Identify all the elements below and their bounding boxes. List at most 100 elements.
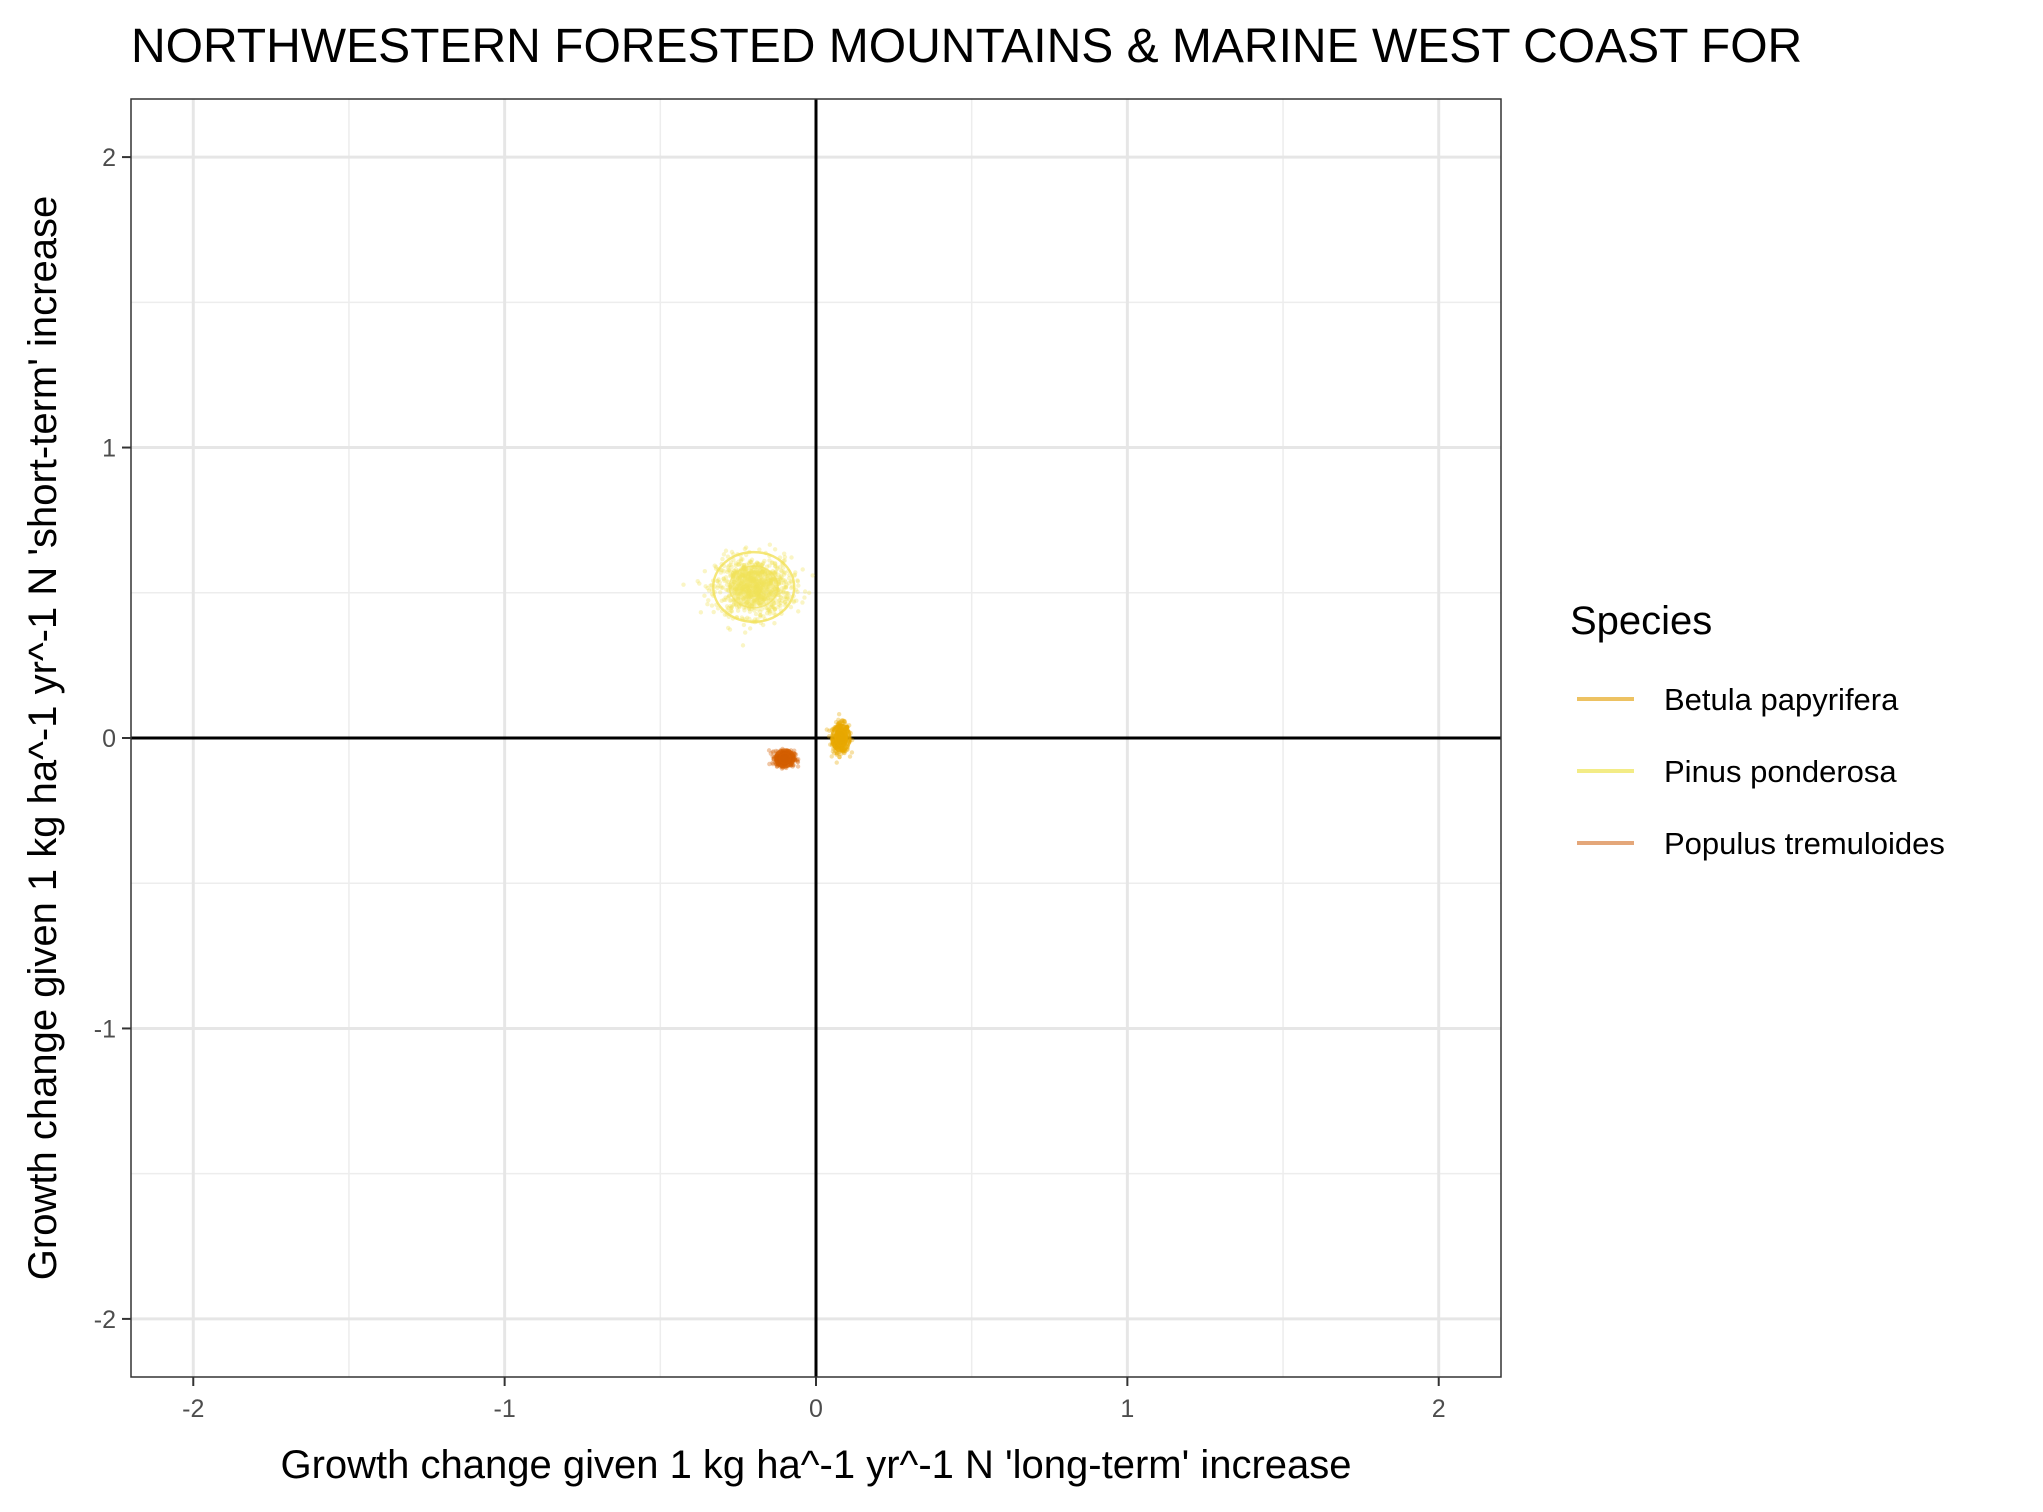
data-point [782,758,787,764]
data-point [770,604,776,610]
data-point [762,591,767,596]
data-point [753,592,759,598]
data-point [749,568,754,574]
data-point [840,735,845,741]
data-point [748,572,754,578]
data-point [782,759,788,764]
data-point [836,712,842,717]
data-point [780,756,785,761]
x-axis: -2 -1 0 1 2 [182,1377,1446,1423]
data-point [782,755,788,760]
data-point [781,754,786,759]
data-point [742,580,748,586]
data-point [780,755,786,760]
data-point [840,740,845,745]
legend-label: Pinus ponderosa [1664,754,1897,789]
data-point [737,576,743,582]
data-point [740,596,746,601]
data-point [736,594,741,599]
data-point [748,603,754,608]
data-point [760,562,765,567]
data-point [752,581,758,586]
data-point [732,601,737,606]
data-point [839,732,844,737]
data-point [698,610,704,615]
data-point [733,567,739,572]
data-point [731,579,737,584]
data-point [749,576,754,582]
data-point [765,570,770,576]
data-point [716,577,721,582]
legend: Species Betula papyrifera Pinus ponderosa… [1570,599,1945,861]
data-point [785,754,790,759]
data-point [772,563,778,569]
data-point [734,586,739,592]
data-point [741,587,746,592]
data-point [784,754,790,759]
data-point [749,592,754,597]
data-point [759,577,765,582]
data-point [751,577,756,583]
data-point [783,756,789,762]
data-point [752,599,757,605]
data-point [781,758,787,763]
data-point [749,559,754,565]
data-point [784,756,790,761]
data-point [772,589,777,595]
data-point [768,580,774,585]
data-point [751,592,757,598]
data-point [743,574,748,579]
data-point [837,737,843,742]
data-point [756,593,762,598]
data-point [780,577,786,583]
data-point [765,576,770,581]
data-point [836,731,842,736]
data-point [775,604,781,610]
data-point [741,582,746,587]
data-point [837,739,843,744]
data-point [760,598,765,603]
data-point [753,576,758,582]
data-point [784,756,790,762]
data-point [752,577,757,582]
data-point [727,627,733,632]
data-point [784,754,789,760]
data-point [755,590,760,596]
data-point [729,609,735,614]
data-point [783,758,789,763]
data-point [742,546,748,552]
y-tick-label: -1 [94,1015,116,1043]
data-point [847,754,853,759]
data-point [781,565,786,570]
data-point [840,736,846,742]
data-point [756,570,761,575]
series-points [681,542,815,648]
data-point [749,581,754,587]
data-point [838,739,844,744]
data-point [780,755,785,760]
data-point [770,760,775,765]
data-point [842,737,847,742]
data-point [757,592,763,597]
data-point [749,574,754,579]
data-point [837,731,843,736]
data-point [758,590,764,595]
data-point [747,616,752,621]
data-point [745,574,751,580]
data-point [768,589,773,595]
data-point [838,731,843,736]
data-point [771,600,776,606]
data-point [729,605,734,610]
data-point [749,603,755,608]
data-point [759,577,764,582]
data-point [716,583,721,588]
data-point [736,573,741,578]
data-point [766,607,772,613]
data-point [747,571,752,577]
data-point [720,556,725,562]
data-point [754,560,760,565]
legend-label: Betula papyrifera [1664,682,1899,717]
data-point [755,583,761,589]
data-point [719,598,724,604]
data-point [756,581,761,587]
